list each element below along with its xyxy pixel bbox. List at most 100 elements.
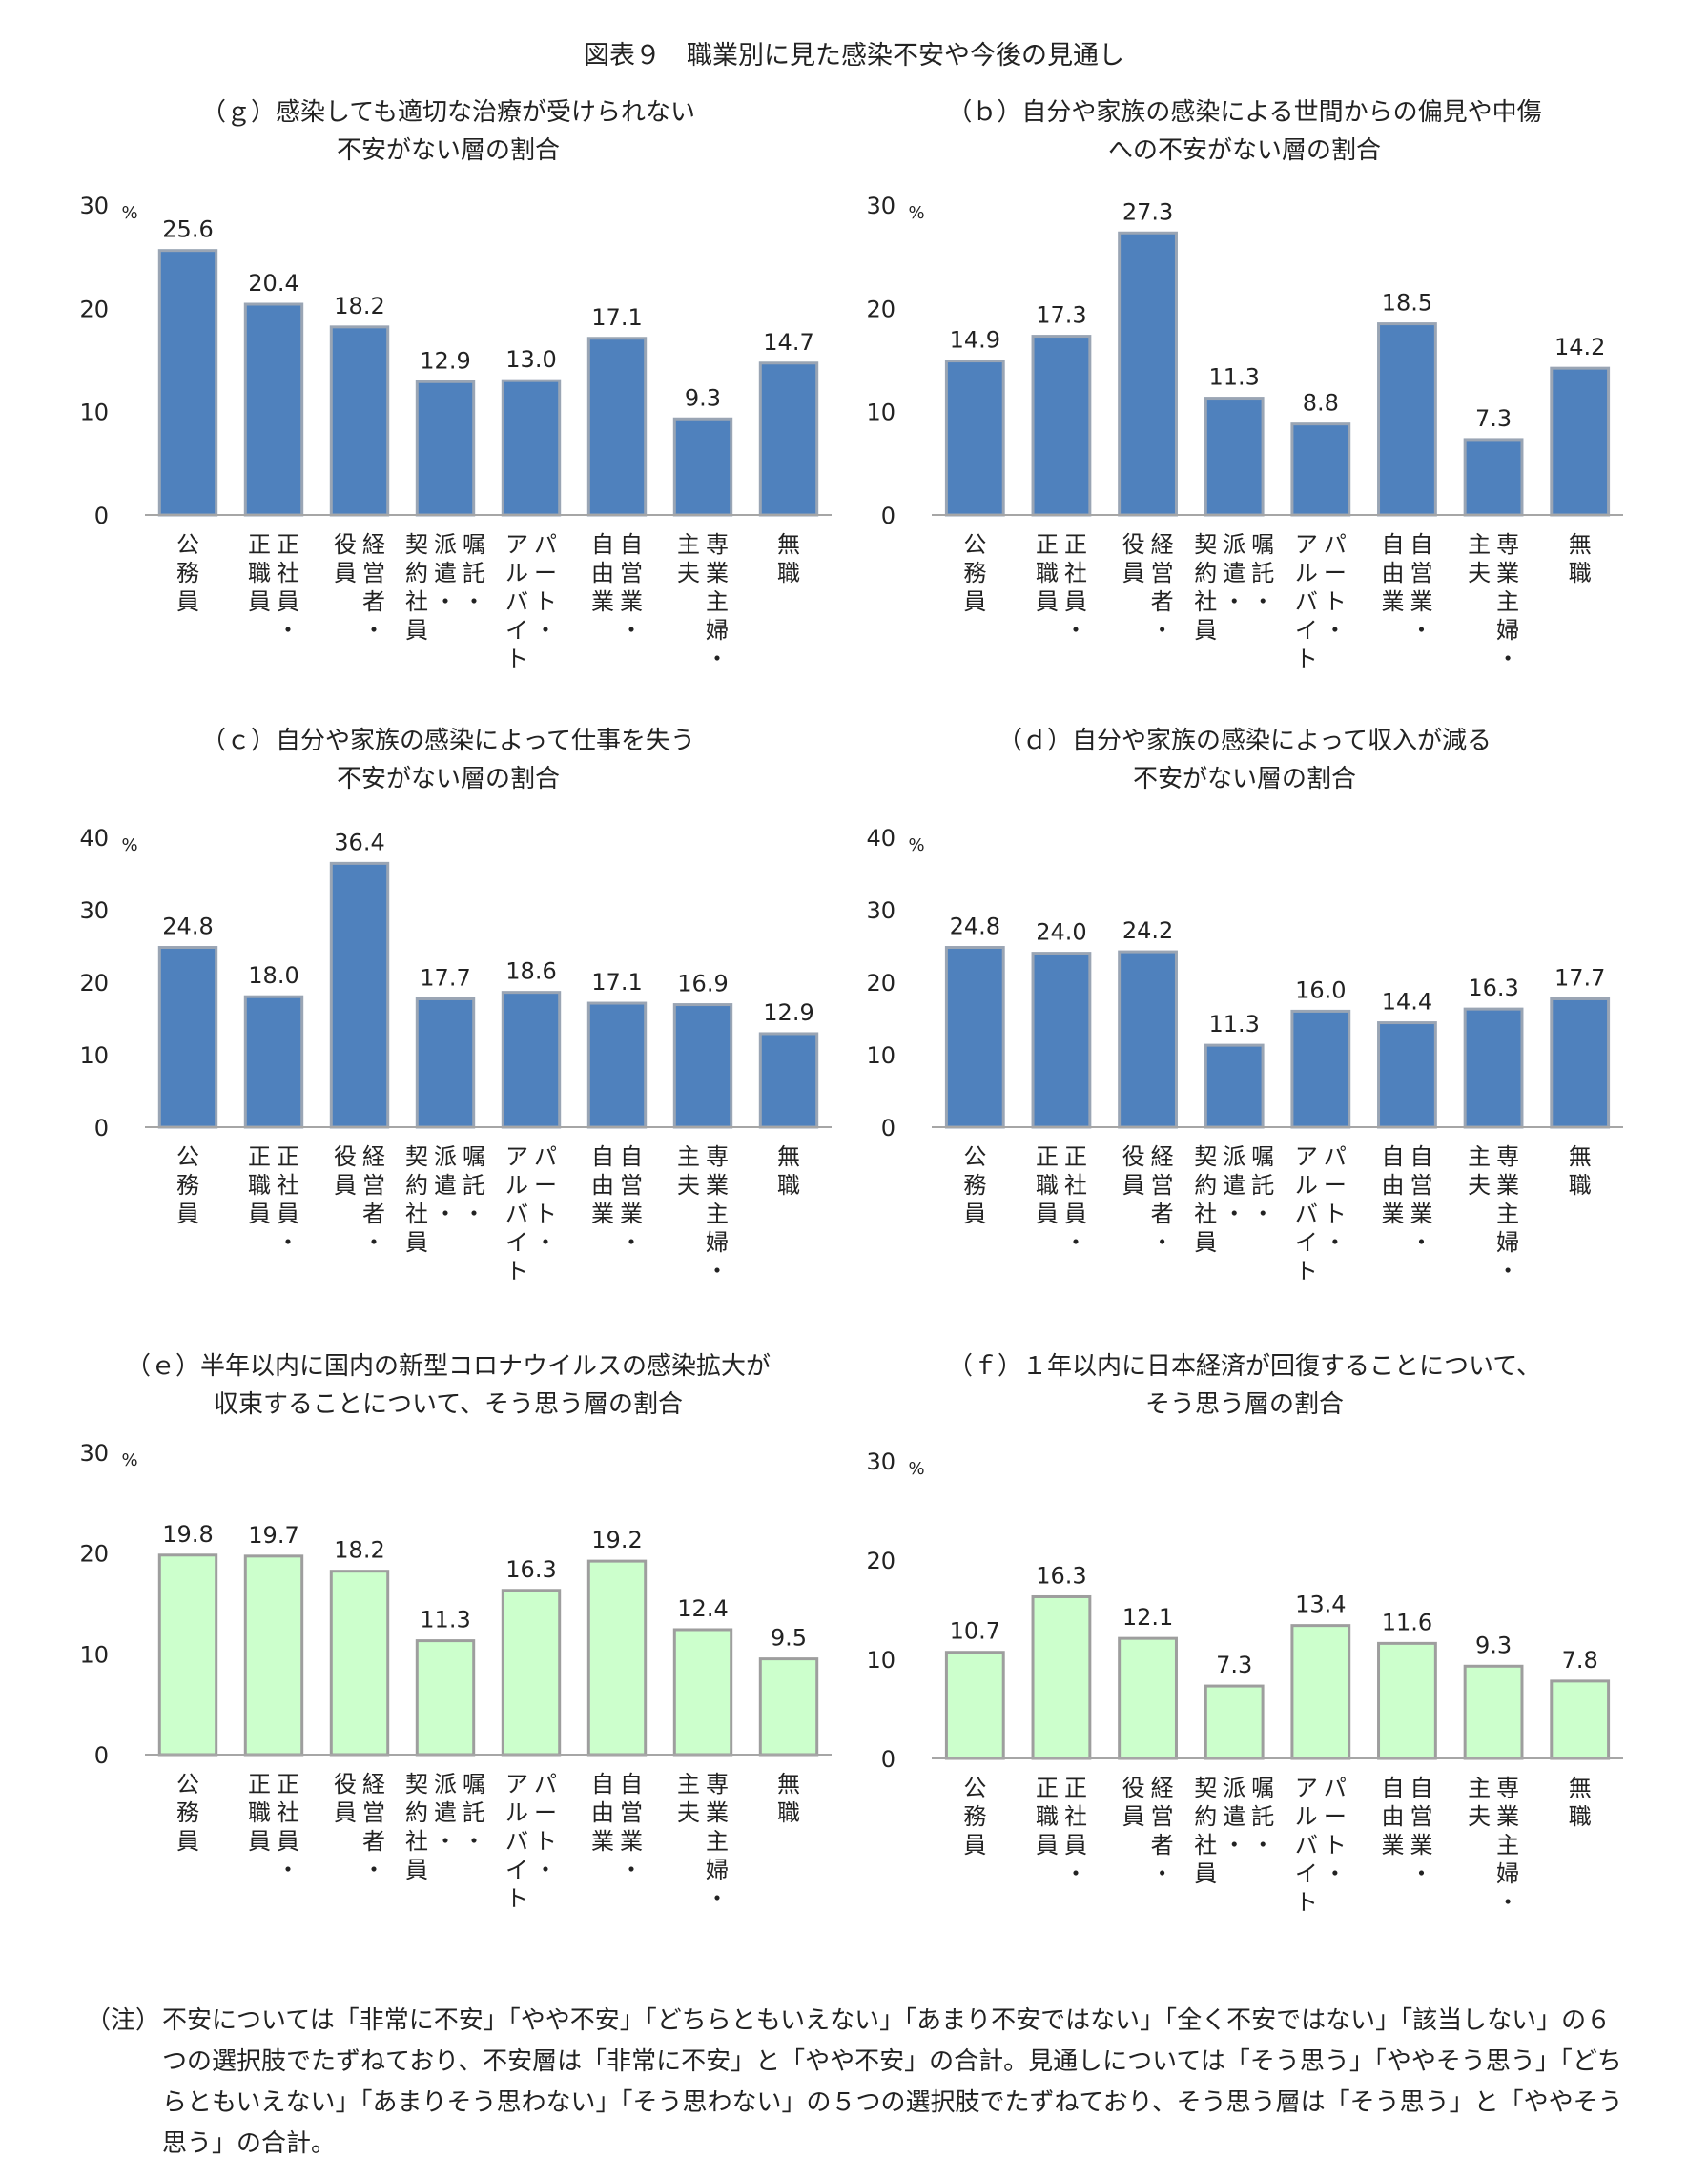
category-char: 職	[248, 560, 271, 586]
category-char: ・	[1496, 1889, 1519, 1916]
chart-title-line: 不安がない層の割合	[337, 765, 560, 793]
category-char: 契	[405, 1771, 428, 1798]
category-char: ト	[505, 646, 528, 672]
category-char: 職	[1036, 1172, 1059, 1199]
category-char: 自	[591, 1771, 614, 1798]
category-char: 専	[1496, 531, 1519, 558]
category-char: 員	[1194, 1860, 1217, 1887]
data-label: 27.3	[1122, 198, 1173, 225]
bar	[415, 1639, 476, 1757]
category-char: 契	[1194, 1143, 1217, 1170]
category-char: ・	[706, 646, 729, 672]
category-char: 遣	[434, 1172, 457, 1199]
category-char: 主	[1496, 588, 1519, 615]
category-char: 業	[620, 1828, 643, 1855]
bar	[1118, 231, 1178, 517]
y-unit-label: %	[121, 1450, 137, 1470]
y-tick-label: 30	[79, 193, 109, 219]
category-char: ・	[362, 1857, 385, 1883]
category-char: 夫	[677, 1172, 700, 1199]
category-char: ・	[463, 588, 485, 615]
category-char: 自	[1410, 1775, 1432, 1801]
category-char: ル	[1295, 560, 1318, 586]
category-char: 遣	[1223, 1172, 1245, 1199]
category-char: 遣	[434, 560, 457, 586]
bar	[415, 997, 476, 1129]
category-label: 無職	[1569, 1143, 1592, 1199]
category-char: イ	[505, 1229, 528, 1256]
category-char: ・	[534, 617, 557, 644]
bar	[501, 991, 562, 1129]
category-char: 者	[362, 588, 385, 615]
category-char: 由	[591, 1172, 614, 1199]
category-char: 業	[706, 1799, 729, 1826]
category-label: 正社員・ 正職員	[1036, 1143, 1087, 1256]
category-char: 無	[1569, 531, 1592, 558]
category-char: 夫	[677, 560, 700, 586]
y-tick-label: 20	[866, 296, 895, 322]
category-char: イ	[1295, 617, 1318, 644]
category-char: 業	[1496, 560, 1519, 586]
category-char: 営	[1151, 1803, 1174, 1830]
category-label: 無職	[777, 1143, 800, 1199]
category-char: 約	[405, 1799, 428, 1826]
data-label: 18.0	[248, 962, 298, 989]
category-char: 業	[620, 588, 643, 615]
category-label: 無職	[777, 1771, 800, 1826]
y-unit-label: %	[121, 203, 137, 223]
y-tick-label: 0	[881, 503, 895, 529]
category-char: パ	[534, 1771, 557, 1798]
data-label: 9.3	[1475, 1632, 1512, 1658]
category-char: 務	[176, 560, 199, 586]
category-char: ・	[277, 1857, 299, 1883]
data-label: 16.3	[505, 1556, 556, 1583]
category-char: 公	[963, 531, 986, 558]
y-tick-label: 0	[94, 1742, 109, 1769]
bar	[944, 1651, 1005, 1760]
category-char: 主	[677, 1143, 700, 1170]
bar	[329, 325, 390, 517]
category-char: 業	[1381, 1201, 1404, 1227]
category-char: 婦	[1496, 1860, 1519, 1887]
category-char: 業	[1410, 1832, 1432, 1859]
category-char: ア	[1295, 1775, 1318, 1801]
y-tick-label: 20	[866, 970, 895, 997]
category-char: ア	[505, 1771, 528, 1798]
data-label: 14.9	[950, 327, 1000, 354]
category-label: 自営業・ 自由業	[1381, 531, 1432, 644]
category-char: ・	[362, 617, 385, 644]
data-label: 14.2	[1554, 334, 1605, 360]
chart-title-line: そう思う層の割合	[1145, 1390, 1344, 1419]
category-char: 員	[334, 1172, 357, 1199]
bar	[243, 995, 304, 1129]
chart-title-line: 不安がない層の割合	[1133, 765, 1356, 793]
category-char: 主	[1468, 1775, 1491, 1801]
y-tick-label: 0	[94, 1115, 109, 1141]
category-char: 由	[591, 560, 614, 586]
category-char: 派	[434, 1771, 457, 1798]
category-char: 経	[1151, 1143, 1174, 1170]
category-char: ・	[620, 1229, 643, 1256]
chart-title-line: （ｇ）感染しても適切な治療が受けられない	[201, 98, 695, 127]
bar	[1118, 1636, 1178, 1760]
bar	[1031, 952, 1092, 1129]
category-char: ト	[534, 1201, 557, 1227]
y-tick-label: 20	[79, 1541, 109, 1568]
category-char: 業	[706, 560, 729, 586]
category-char: 営	[1410, 1172, 1432, 1199]
category-char: 業	[1381, 588, 1404, 615]
category-char: 業	[591, 1828, 614, 1855]
category-char: ・	[1064, 1229, 1087, 1256]
data-label: 18.6	[505, 958, 556, 985]
category-char: 正	[1064, 1143, 1087, 1170]
category-char: 役	[334, 531, 357, 558]
y-unit-label: %	[121, 835, 137, 855]
category-char: 託	[1251, 1803, 1274, 1830]
data-label: 16.3	[1036, 1562, 1086, 1589]
category-char: ア	[505, 1143, 528, 1170]
category-char: 婦	[706, 617, 729, 644]
category-char: ・	[1496, 646, 1519, 672]
chart-title-line: （ｆ）１年以内に日本経済が回復することについて、	[948, 1352, 1541, 1381]
